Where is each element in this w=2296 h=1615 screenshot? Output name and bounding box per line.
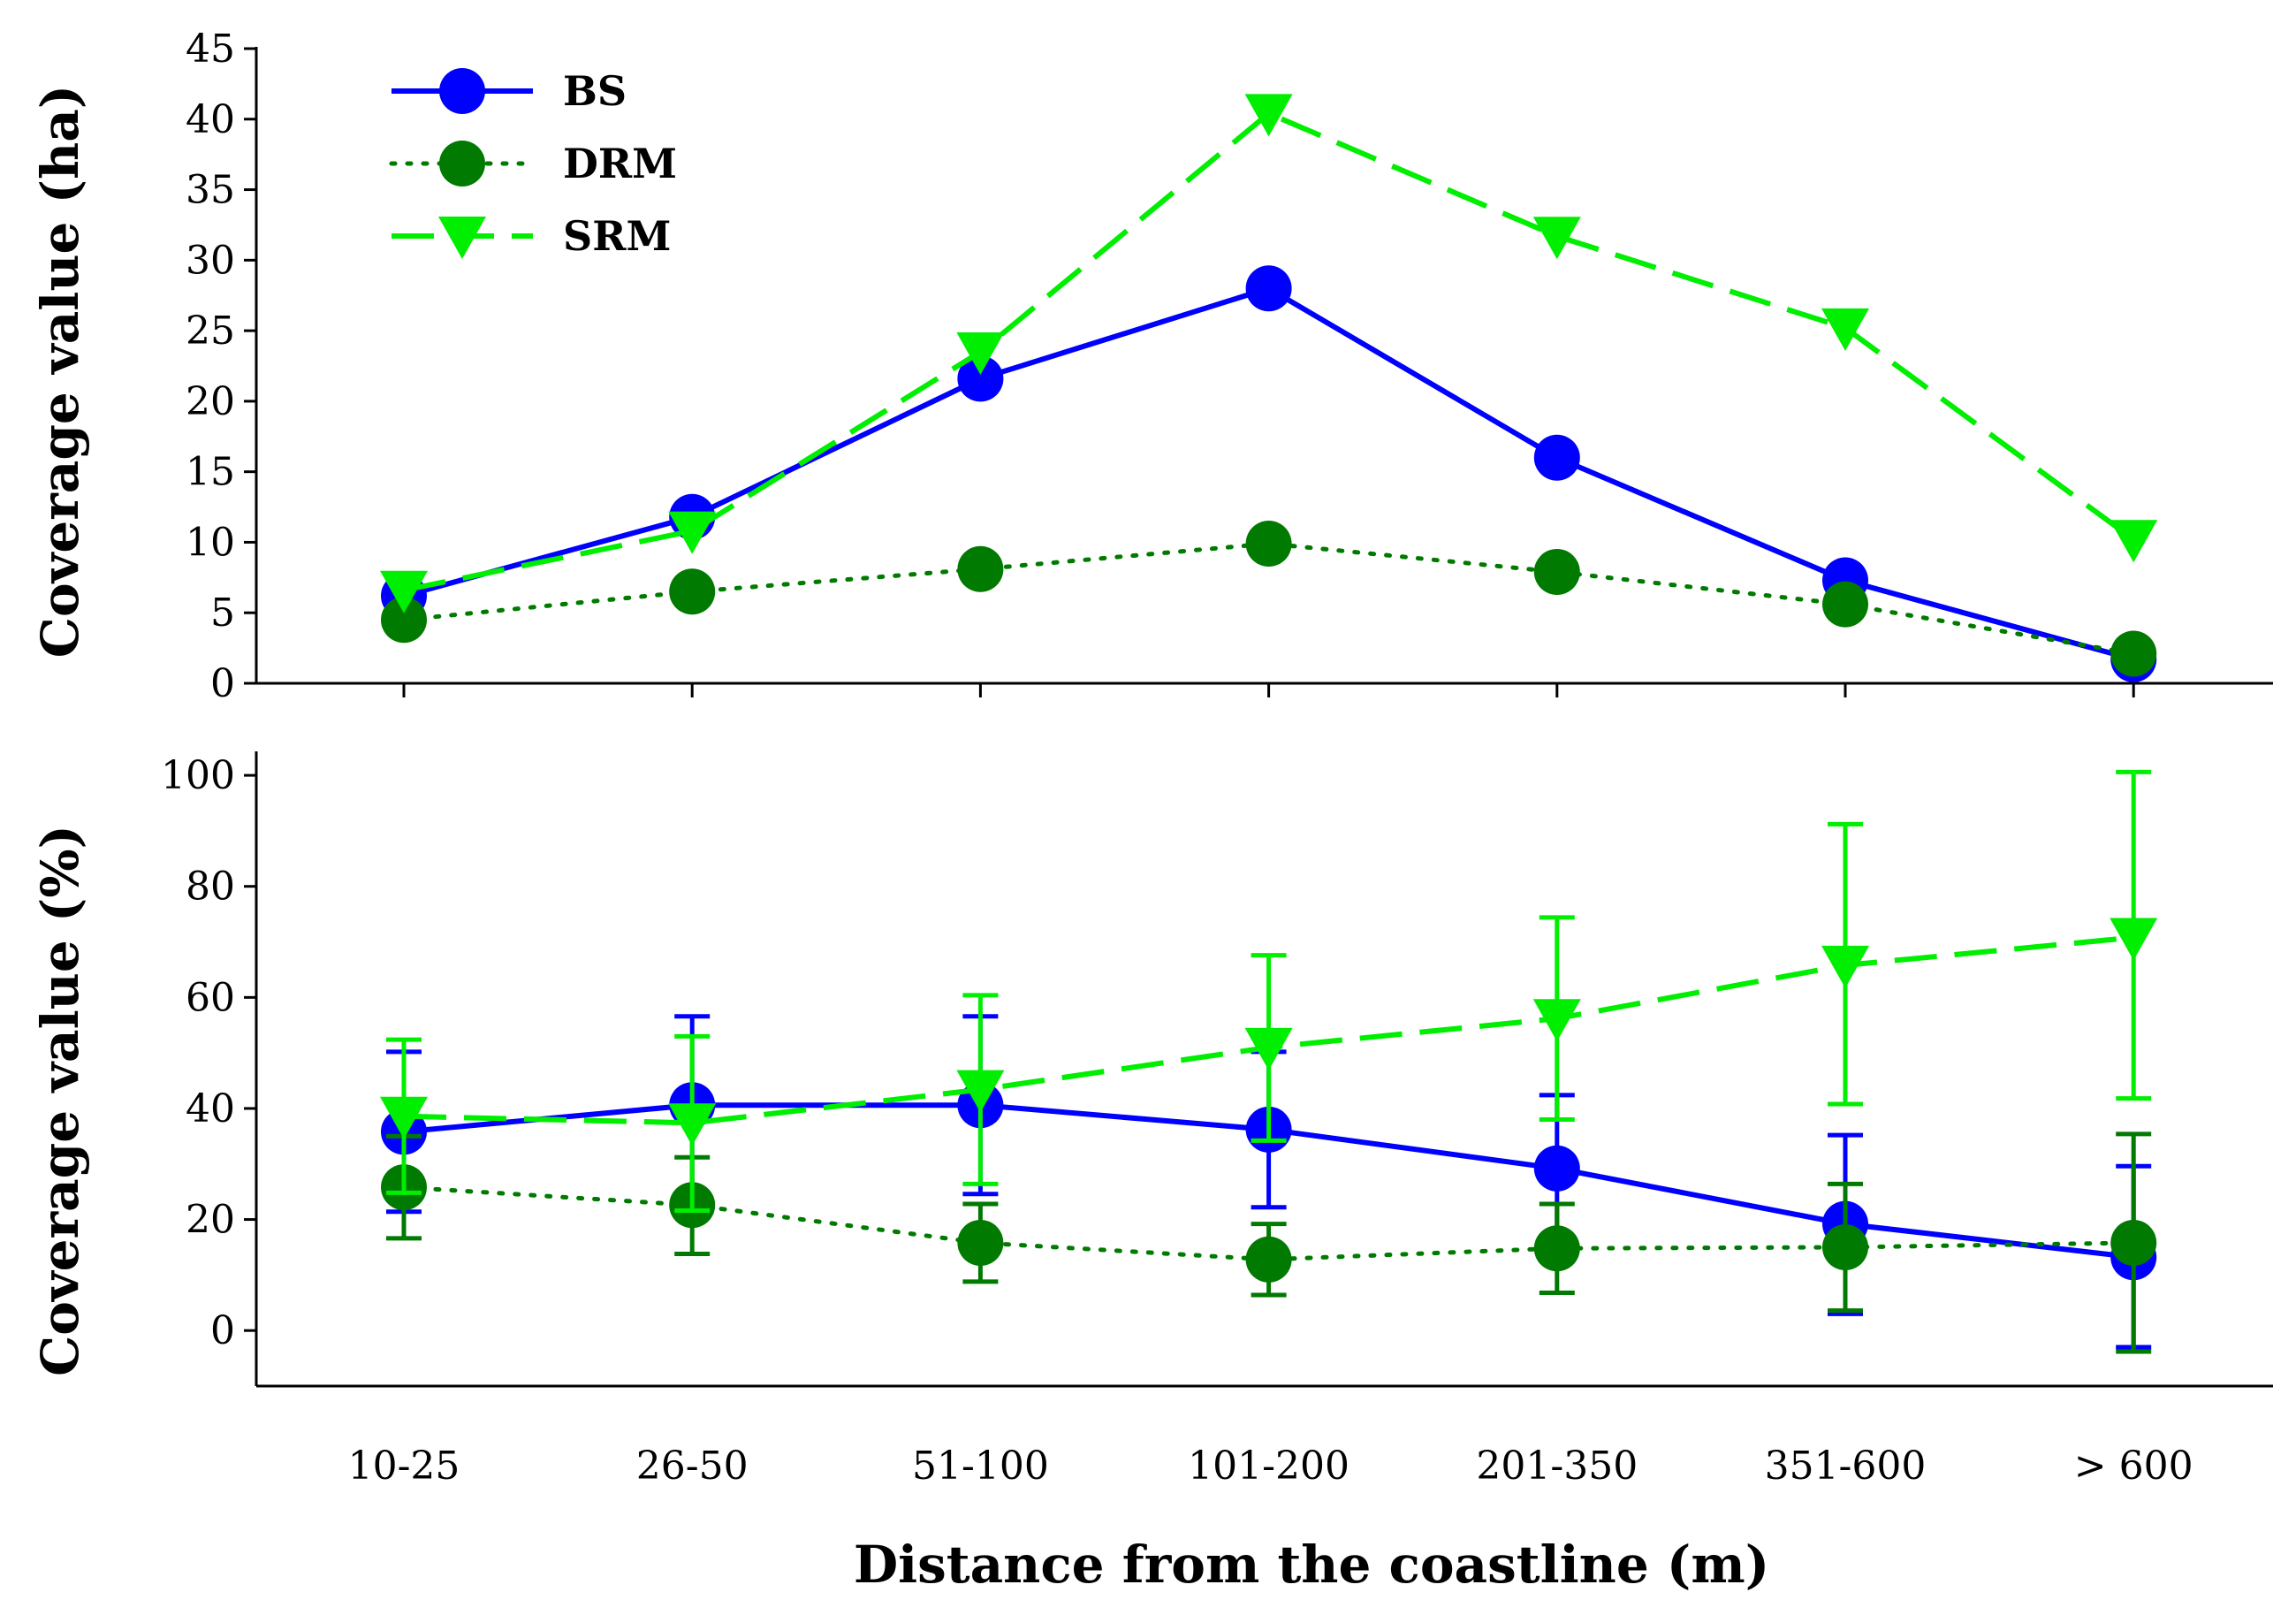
- legend-marker-drm: [439, 141, 485, 187]
- data-point-drm: [1533, 1225, 1580, 1272]
- x-tick-label: 101-200: [1188, 1444, 1349, 1489]
- x-axis-title: Distance from the coastline (m): [854, 1535, 1769, 1595]
- y-tick-label: 15: [186, 450, 235, 495]
- y-tick-label: 0: [210, 1308, 235, 1353]
- y-tick-label: 80: [186, 865, 235, 910]
- y-tick-label: 5: [210, 590, 235, 636]
- legend-label-srm: SRM: [563, 212, 671, 260]
- bottom-y-axis-title: Coverage value (%): [30, 825, 90, 1376]
- x-tick-label: 201-350: [1476, 1444, 1638, 1489]
- legend: BS DRM SRM: [389, 67, 677, 260]
- data-point-drm: [669, 568, 716, 615]
- data-point-drm: [957, 1219, 1004, 1266]
- legend-label-drm: DRM: [563, 140, 677, 187]
- data-point-srm: [1244, 1027, 1293, 1070]
- y-tick-label: 0: [210, 661, 235, 706]
- y-tick-label: 45: [186, 27, 235, 72]
- top-y-axis-title: Coverage value (ha): [30, 85, 90, 658]
- data-point-srm: [2110, 918, 2158, 961]
- data-point-srm: [1532, 217, 1581, 260]
- y-tick-label: 40: [186, 97, 235, 142]
- data-point-drm: [957, 545, 1004, 592]
- data-point-srm: [380, 1096, 428, 1139]
- y-tick-label: 40: [186, 1086, 235, 1131]
- data-point-srm: [1821, 945, 1869, 988]
- y-tick-label: 10: [186, 520, 235, 565]
- series-srm: [380, 94, 2158, 613]
- bottom-panel-percent: 0 20 40 60 80 100 10-25 26-50 51-100 101-200 201-3…: [161, 751, 2273, 1489]
- data-point-drm: [1822, 1223, 1868, 1270]
- data-point-srm: [668, 511, 717, 554]
- y-tick-label: 35: [186, 168, 235, 213]
- data-point-drm: [1822, 581, 1868, 628]
- legend-marker-srm: [438, 217, 486, 259]
- data-point-drm: [1245, 521, 1292, 568]
- data-point-srm: [668, 1103, 717, 1146]
- legend-label-bs: BS: [563, 67, 627, 115]
- data-point-drm: [381, 597, 427, 644]
- data-point-srm: [1244, 94, 1293, 137]
- series-srm: [380, 769, 2158, 1214]
- y-tick-label: 20: [186, 379, 235, 424]
- data-point-bs: [1245, 265, 1292, 312]
- data-point-drm: [1245, 1236, 1292, 1283]
- data-point-bs: [1533, 1145, 1580, 1192]
- data-point-srm: [2110, 520, 2158, 563]
- data-point-bs: [1533, 434, 1580, 481]
- data-point-srm: [956, 1070, 1005, 1113]
- x-tick-label: > 600: [2074, 1444, 2193, 1489]
- data-point-drm: [2110, 1219, 2157, 1266]
- data-point-srm: [380, 570, 428, 613]
- y-tick-label: 60: [186, 975, 235, 1020]
- x-tick-label: 26-50: [636, 1444, 749, 1489]
- data-point-srm: [956, 332, 1005, 376]
- data-point-srm: [1532, 999, 1581, 1042]
- x-tick-label: 351-600: [1765, 1444, 1927, 1489]
- legend-marker-bs: [439, 68, 485, 114]
- data-point-bs: [957, 355, 1004, 402]
- top-panel-hectares: 0 5 10 15 20 25 30 35 40 45: [186, 27, 2273, 706]
- x-tick-label: 10-25: [348, 1444, 460, 1489]
- data-point-drm: [1533, 548, 1580, 595]
- y-tick-label: 25: [186, 309, 235, 354]
- data-point-drm: [2110, 630, 2157, 677]
- x-tick-label: 51-100: [912, 1444, 1049, 1489]
- y-tick-label: 30: [186, 238, 235, 283]
- series-drm: [381, 521, 2157, 677]
- y-tick-label: 20: [186, 1198, 235, 1243]
- y-tick-label: 100: [161, 753, 235, 798]
- data-point-srm: [1821, 308, 1869, 351]
